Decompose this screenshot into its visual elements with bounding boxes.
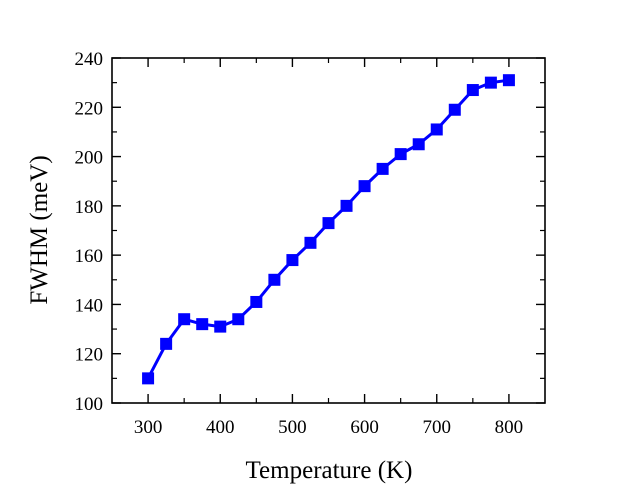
y-tick-label: 180	[75, 197, 104, 218]
plot-area	[111, 57, 546, 404]
y-tick-label: 120	[75, 345, 104, 366]
y-tick-label: 240	[75, 49, 104, 70]
data-point	[394, 148, 407, 161]
x-tick-label: 500	[278, 417, 307, 438]
x-tick-label: 700	[423, 417, 452, 438]
series-line	[146, 78, 510, 380]
x-tick-labels: 300 400 500 600 700 800	[134, 417, 523, 438]
data-point	[196, 318, 209, 331]
data-point	[250, 295, 263, 308]
y-tick-label: 140	[75, 295, 104, 316]
data-point	[268, 273, 281, 286]
data-point	[466, 84, 479, 97]
data-point	[358, 180, 371, 193]
x-tick-label: 400	[206, 417, 235, 438]
x-tick-label: 600	[350, 417, 379, 438]
data-point	[502, 74, 515, 87]
y-axis-title: FWHM (meV)	[26, 155, 53, 304]
data-point	[232, 313, 245, 326]
data-point	[412, 138, 425, 151]
data-point	[304, 236, 317, 249]
y-tick-labels: 100 120 140 160 180 200 220 240	[75, 49, 104, 415]
y-tick-label: 220	[75, 98, 104, 119]
plot-frame	[111, 57, 546, 404]
x-axis-title: Temperature (K)	[246, 457, 413, 484]
y-tick-label: 200	[75, 148, 104, 169]
data-point	[286, 254, 299, 267]
data-point	[142, 372, 155, 385]
data-point	[214, 320, 227, 333]
data-point	[484, 76, 497, 89]
data-point	[448, 103, 461, 116]
x-tick-label: 300	[134, 417, 163, 438]
y-tick-label: 100	[75, 394, 104, 415]
x-tick-label: 800	[495, 417, 524, 438]
data-point	[430, 123, 443, 136]
data-point	[178, 313, 191, 326]
data-point	[376, 162, 389, 175]
data-point	[322, 217, 335, 230]
data-point	[340, 199, 353, 212]
data-point	[160, 337, 173, 350]
y-tick-label: 160	[75, 246, 104, 267]
